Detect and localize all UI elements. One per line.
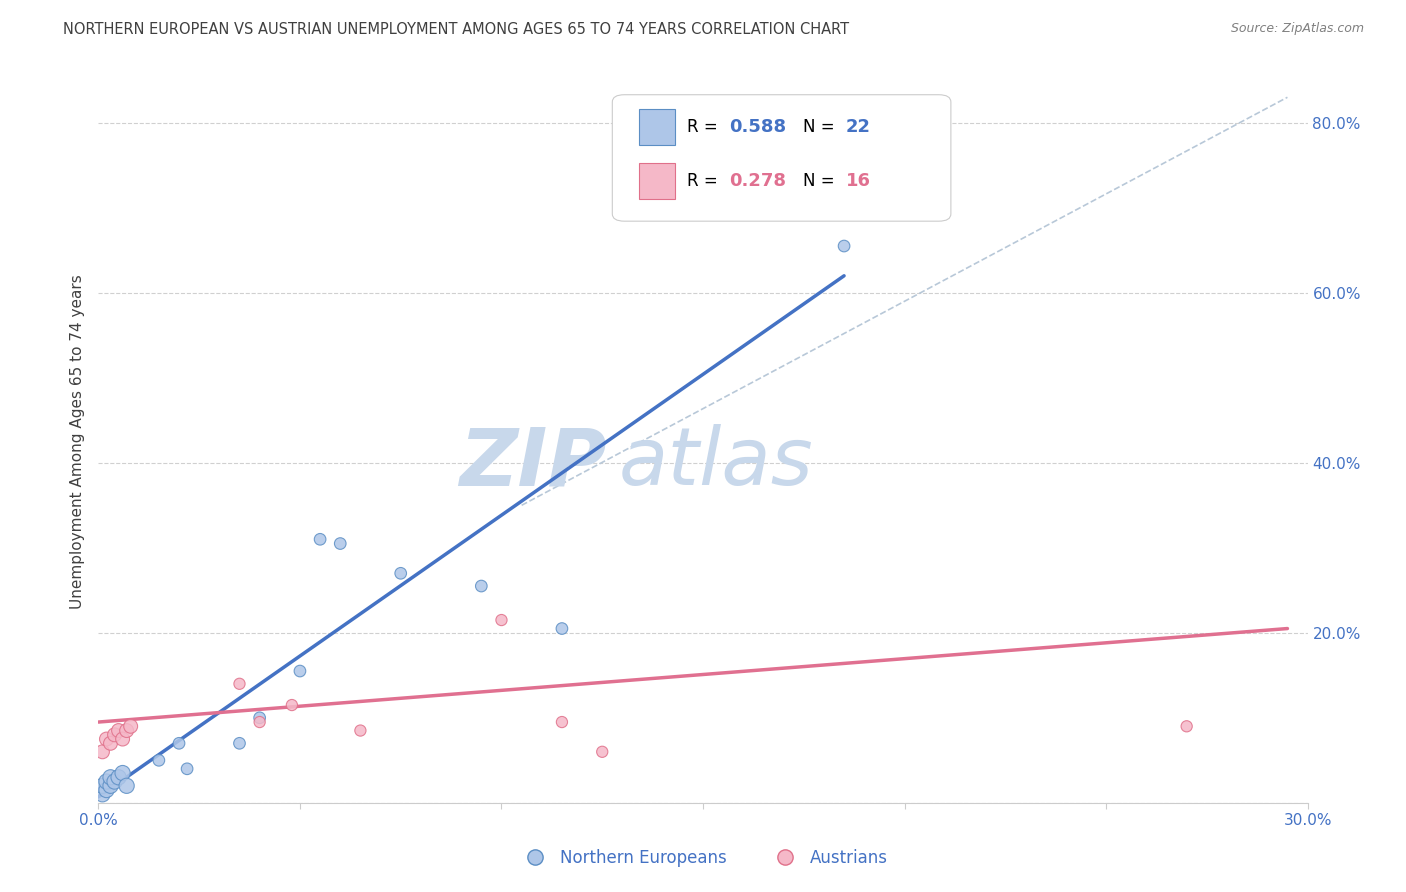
Point xyxy=(91,745,114,759)
Point xyxy=(249,714,271,729)
Point xyxy=(470,579,492,593)
Bar xyxy=(638,109,675,145)
Text: NORTHERN EUROPEAN VS AUSTRIAN UNEMPLOYMENT AMONG AGES 65 TO 74 YEARS CORRELATION: NORTHERN EUROPEAN VS AUSTRIAN UNEMPLOYME… xyxy=(63,22,849,37)
Point xyxy=(96,732,118,747)
Point xyxy=(103,774,125,789)
Point xyxy=(91,787,114,801)
Point xyxy=(111,766,134,780)
Point xyxy=(491,613,513,627)
Text: N =: N = xyxy=(803,172,841,190)
Point xyxy=(120,719,142,733)
Point xyxy=(91,779,114,793)
Text: 22: 22 xyxy=(845,119,870,136)
Point xyxy=(115,723,138,738)
Point xyxy=(228,736,250,750)
Point xyxy=(591,745,613,759)
Text: 0.278: 0.278 xyxy=(730,172,786,190)
Point xyxy=(100,736,122,750)
Text: R =: R = xyxy=(688,119,723,136)
Point xyxy=(100,770,122,784)
Point xyxy=(228,677,250,691)
Text: atlas: atlas xyxy=(619,425,813,502)
Point xyxy=(96,783,118,797)
Point xyxy=(176,762,198,776)
Point xyxy=(281,698,304,712)
Point xyxy=(832,239,855,253)
Point xyxy=(329,536,352,550)
Text: 0.588: 0.588 xyxy=(730,119,787,136)
Point xyxy=(100,779,122,793)
Point xyxy=(249,711,271,725)
Point xyxy=(1175,719,1198,733)
Point xyxy=(551,622,574,636)
Point xyxy=(107,723,129,738)
FancyBboxPatch shape xyxy=(613,95,950,221)
Point xyxy=(551,714,574,729)
Point xyxy=(111,732,134,747)
Point xyxy=(349,723,371,738)
Y-axis label: Unemployment Among Ages 65 to 74 years: Unemployment Among Ages 65 to 74 years xyxy=(69,274,84,609)
Point xyxy=(167,736,190,750)
Text: ZIP: ZIP xyxy=(458,425,606,502)
Bar xyxy=(638,163,675,200)
Text: Source: ZipAtlas.com: Source: ZipAtlas.com xyxy=(1230,22,1364,36)
Point xyxy=(107,770,129,784)
Text: 16: 16 xyxy=(845,172,870,190)
Point xyxy=(389,566,412,581)
Point xyxy=(96,774,118,789)
Point xyxy=(309,533,332,547)
Point xyxy=(288,664,311,678)
Point xyxy=(115,779,138,793)
Text: N =: N = xyxy=(803,119,841,136)
Legend: Northern Europeans, Austrians: Northern Europeans, Austrians xyxy=(512,843,894,874)
Text: R =: R = xyxy=(688,172,723,190)
Point xyxy=(103,728,125,742)
Point xyxy=(148,753,170,767)
